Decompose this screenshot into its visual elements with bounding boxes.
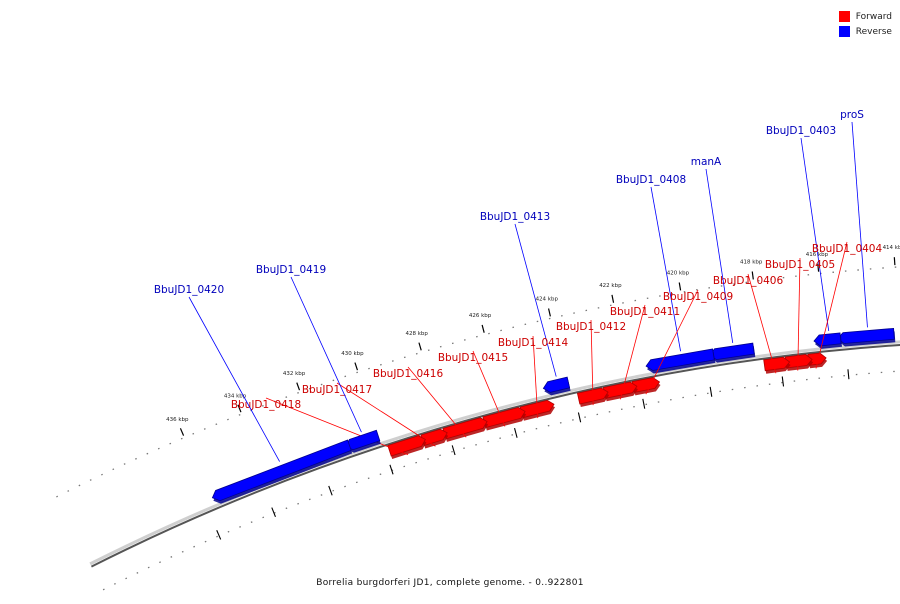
tick-mark (354, 362, 359, 371)
leader-bbujd1-0414 (532, 335, 539, 419)
gene-label-bbujd1-0420: BbuJD1_0420 (154, 284, 224, 296)
inner-tick-mark (577, 412, 582, 423)
gene-label-bbujd1-0414: BbuJD1_0414 (498, 337, 569, 349)
gene-label-bbujd1-0416: BbuJD1_0416 (373, 368, 444, 380)
leader-bbujd1-0420 (188, 296, 280, 462)
gene-bbujd1-0420 (211, 439, 352, 502)
inner-tick-mark (847, 369, 850, 380)
gene-label-bbujd1-0404: BbuJD1_0404 (812, 243, 883, 255)
tick-label: 426 kbp (469, 313, 492, 319)
gene-label-bbujd1-0415: BbuJD1_0415 (438, 352, 508, 364)
gene-label-bbujd1-0413: BbuJD1_0413 (480, 211, 550, 223)
inner-scale-dots (102, 370, 900, 591)
leader-bbujd1-0408 (650, 186, 681, 352)
inner-tick-mark (451, 445, 456, 456)
gene-label-bbujd1-0419: BbuJD1_0419 (256, 264, 326, 276)
tick-label: 414 kbp (883, 245, 900, 251)
legend-swatch-reverse (838, 26, 850, 37)
tick-label: 436 kbp (166, 417, 189, 423)
leader-bbujd1-0417 (336, 382, 436, 447)
legend-item-reverse: Reverse (838, 24, 892, 39)
inner-tick-mark (271, 507, 276, 518)
inner-tick-mark (389, 464, 394, 475)
leader-bbujd1-0418 (265, 397, 409, 456)
leader-mana (705, 168, 734, 343)
tick-mark (547, 308, 551, 317)
gene-bbujd1-0406 (763, 356, 791, 372)
legend: Forward Reverse (838, 9, 892, 39)
tick-mark (481, 324, 485, 333)
legend-item-forward: Forward (838, 9, 892, 24)
gene-label-bbujd1-0409: BbuJD1_0409 (663, 291, 733, 303)
gene-bbujd1-0416 (442, 417, 488, 440)
leader-bbujd1-0416 (407, 366, 467, 438)
gene-label-bbujd1-0405: BbuJD1_0405 (765, 259, 835, 271)
tick-label: 418 kbp (740, 260, 763, 266)
inner-tick-mark (781, 376, 785, 387)
tick-label: 422 kbp (599, 283, 622, 289)
leader-bbujd1-0419 (290, 276, 362, 433)
leader-bbujd1-0411 (619, 304, 646, 400)
inner-tick-mark (709, 386, 713, 397)
gene-label-bbujd1-0411: BbuJD1_0411 (610, 306, 680, 318)
backbone-line (90, 344, 900, 568)
gene-bbujd1-0408 (645, 348, 715, 371)
tick-label: 420 kbp (667, 271, 690, 277)
genome-caption: Borrelia burgdorferi JD1, complete genom… (316, 578, 584, 588)
inner-tick-mark (514, 427, 518, 438)
tick-label: 424 kbp (536, 297, 559, 303)
gene-bbujd1-0403 (813, 332, 842, 347)
tick-mark (237, 404, 242, 413)
gene-pros (837, 327, 895, 344)
inner-tick-mark (328, 485, 333, 496)
leader-bbujd1-0412 (590, 319, 594, 406)
tick-mark (751, 271, 754, 280)
tick-mark (611, 294, 615, 303)
tick-label: 432 kbp (283, 371, 306, 377)
tick-label: 416 kbp (806, 252, 829, 258)
gene-bbujd1-0413 (542, 376, 571, 393)
tick-mark (893, 257, 896, 266)
tick-mark (296, 382, 301, 391)
gene-label-mana: manA (691, 156, 722, 168)
leader-bbujd1-0415 (472, 350, 506, 427)
tick-label: 430 kbp (341, 351, 364, 357)
tick-label: 434 kbp (224, 393, 247, 399)
tick-mark (817, 263, 820, 272)
leader-pros (851, 121, 868, 328)
leader-bbujd1-0403 (800, 137, 830, 332)
inner-tick-mark (642, 398, 646, 409)
leader-bbujd1-0404 (815, 241, 848, 369)
gene-bbujd1-0415 (482, 407, 526, 428)
gene-label-bbujd1-0412: BbuJD1_0412 (556, 321, 626, 333)
backbone-shadow (89, 340, 900, 566)
tick-label: 428 kbp (405, 331, 428, 337)
leader-bbujd1-0406 (747, 273, 777, 374)
leader-bbujd1-0405 (797, 257, 801, 371)
tick-mark (179, 428, 185, 436)
leader-bbujd1-0413 (514, 223, 557, 377)
inner-tick-mark (216, 530, 222, 540)
legend-swatch-forward (838, 11, 850, 22)
outer-scale-dots (56, 266, 900, 498)
tick-mark (418, 342, 422, 351)
gene-label-bbujd1-0406: BbuJD1_0406 (713, 275, 784, 287)
legend-label-reverse: Reverse (855, 26, 892, 37)
gene-label-bbujd1-0418: BbuJD1_0418 (231, 399, 301, 411)
gene-label-bbujd1-0408: BbuJD1_0408 (616, 174, 686, 186)
gene-label-bbujd1-0417: BbuJD1_0417 (302, 384, 372, 396)
gene-label-bbujd1-0403: BbuJD1_0403 (766, 125, 836, 137)
gene-mana (709, 342, 755, 361)
tick-mark (678, 282, 682, 291)
leader-bbujd1-0409 (645, 289, 699, 395)
gene-label-pros: proS (840, 109, 864, 121)
legend-label-forward: Forward (855, 11, 892, 22)
gene-bbujd1-0419 (345, 429, 381, 451)
